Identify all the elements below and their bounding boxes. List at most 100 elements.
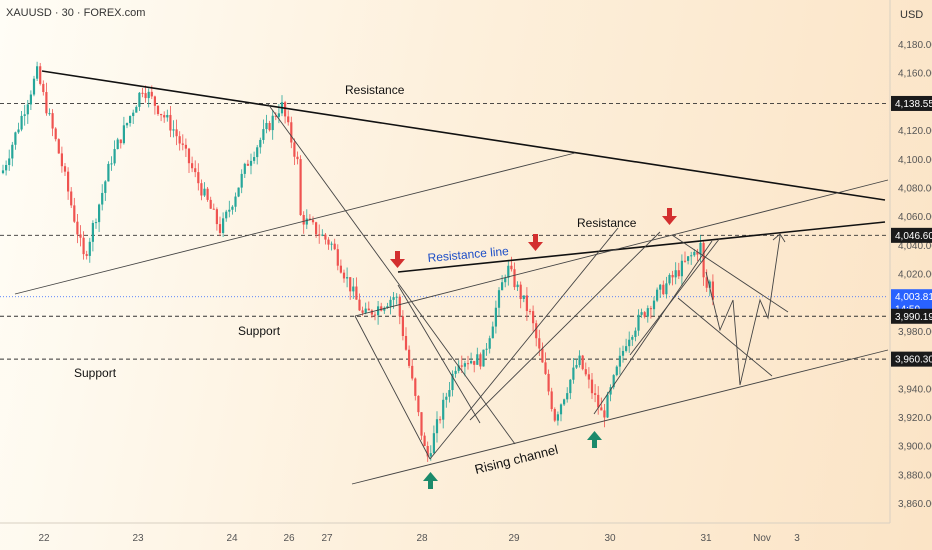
- candle: [333, 238, 336, 251]
- candle: [141, 88, 144, 98]
- price-tag-text: 4,046.60: [895, 231, 932, 242]
- candle: [590, 372, 594, 399]
- candle: [274, 112, 277, 121]
- candle: [615, 365, 618, 377]
- candle: [315, 221, 318, 238]
- candle: [129, 115, 132, 127]
- y-tick-label: 4,080.00: [898, 183, 932, 194]
- candle: [194, 160, 197, 178]
- x-tick-label: 23: [132, 533, 144, 544]
- y-tick-label: 3,860.00: [898, 499, 932, 510]
- candle: [110, 156, 113, 171]
- candle: [284, 100, 287, 124]
- candle: [184, 138, 187, 157]
- candle: [88, 237, 91, 263]
- candle: [20, 111, 23, 132]
- candle: [680, 254, 683, 286]
- x-tick-label: 22: [38, 533, 50, 544]
- candle: [479, 352, 482, 370]
- candle: [535, 320, 538, 347]
- candle: [470, 352, 473, 365]
- down-arrow-icon: [662, 208, 677, 225]
- candle: [8, 149, 11, 171]
- candle: [243, 162, 246, 178]
- candle: [451, 370, 454, 397]
- candle: [181, 134, 184, 151]
- horizontal-levels: [0, 103, 888, 360]
- candle: [231, 205, 234, 215]
- drop-line-1: [267, 103, 516, 445]
- candle: [532, 305, 535, 332]
- candle: [60, 146, 63, 173]
- annotation-resistance-right: Resistance: [577, 216, 637, 230]
- y-tick-label: 4,100.00: [898, 155, 932, 166]
- candle: [107, 161, 110, 182]
- candle: [563, 398, 566, 407]
- price-axis: 3,860.00 3,880.00 3,900.00 3,920.00 3,940.00…: [889, 0, 932, 523]
- candle: [23, 104, 26, 126]
- candle: [432, 425, 435, 454]
- drop-line-3: [354, 315, 431, 460]
- y-tick-label: 3,940.00: [898, 384, 932, 395]
- candle: [373, 311, 377, 321]
- candle: [463, 360, 466, 377]
- candle: [494, 300, 497, 334]
- candle: [11, 141, 14, 167]
- currency-label: USD: [900, 9, 923, 21]
- candle: [104, 180, 107, 201]
- candle: [519, 281, 522, 309]
- candle: [652, 296, 656, 316]
- candle: [420, 412, 423, 441]
- candle: [488, 335, 491, 354]
- candle: [510, 256, 513, 272]
- candle: [299, 155, 302, 216]
- price-tag-text: 4,003.81: [895, 292, 932, 303]
- x-tick-label: 28: [416, 533, 428, 544]
- x-tick-label: Nov: [753, 533, 771, 544]
- candle: [423, 432, 426, 447]
- candle: [197, 163, 200, 191]
- drop-line-2: [397, 284, 481, 424]
- candle: [67, 167, 70, 200]
- candle: [262, 119, 265, 144]
- candle: [674, 262, 677, 285]
- candle: [572, 358, 575, 384]
- candle: [656, 287, 659, 303]
- arrow-markers: [390, 208, 677, 489]
- rising-channel-upper: [354, 179, 889, 317]
- candle: [640, 308, 643, 318]
- candle: [191, 156, 194, 173]
- candle: [408, 345, 411, 369]
- candle: [94, 218, 98, 229]
- candle: [290, 116, 293, 149]
- candle: [404, 327, 408, 351]
- candle: [594, 384, 597, 403]
- candle: [222, 212, 225, 237]
- candle: [200, 179, 203, 201]
- candle: [637, 309, 640, 336]
- candle: [249, 153, 253, 175]
- candle: [32, 75, 36, 97]
- candle: [380, 302, 383, 312]
- candle: [358, 293, 361, 312]
- candle: [48, 108, 51, 116]
- candle: [178, 131, 181, 151]
- candle: [448, 382, 451, 403]
- candle: [116, 137, 119, 150]
- x-tick-label: 26: [283, 533, 295, 544]
- candle: [426, 441, 429, 462]
- candle: [683, 251, 687, 263]
- candle: [411, 358, 414, 381]
- candle: [113, 140, 116, 166]
- falling-wedge-upper: [671, 234, 789, 313]
- support-trendline-left: [14, 152, 576, 295]
- candle: [330, 241, 333, 251]
- trend-lines: [14, 70, 889, 485]
- price-tag-text: 3,960.30: [895, 355, 932, 366]
- candle: [575, 358, 578, 370]
- candle: [253, 151, 256, 164]
- down-arrow-icon: [528, 234, 543, 251]
- annotation-support-left: Support: [74, 366, 117, 380]
